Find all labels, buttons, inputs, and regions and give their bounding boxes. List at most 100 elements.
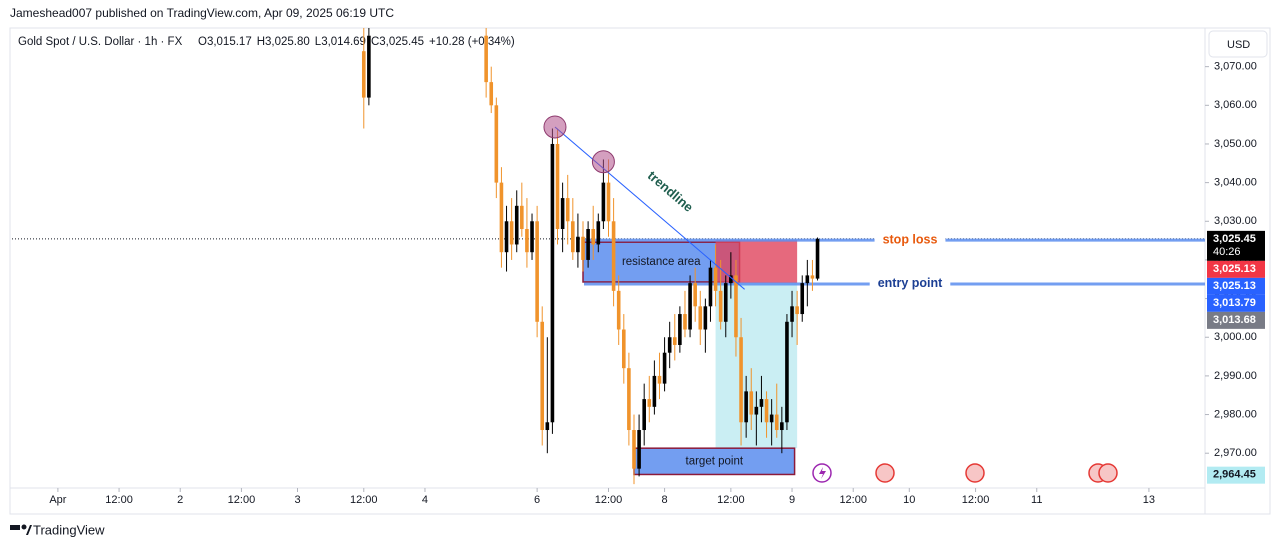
y-tick-label: 2,970.00 — [1214, 447, 1257, 459]
price-tag-label: 3,013.68 — [1213, 314, 1256, 326]
x-tick-label: 12:00 — [595, 494, 623, 506]
candle-body — [678, 314, 682, 345]
x-tick-label: Apr — [49, 494, 66, 506]
candle-body — [550, 143, 555, 423]
x-tick-label: 8 — [662, 494, 668, 506]
candle-body — [611, 221, 616, 291]
candle-body — [774, 414, 779, 431]
candle-body — [591, 229, 596, 245]
candle-body — [723, 283, 728, 322]
currency-button[interactable] — [1208, 30, 1268, 58]
candle-body — [642, 399, 646, 431]
candle-body — [361, 51, 366, 98]
legend-value: +10.28 (+0.34%) — [429, 36, 515, 48]
legend-value: C3,025.45 — [371, 36, 424, 48]
candle-body — [560, 198, 565, 230]
level-label-bg — [874, 233, 946, 248]
publisher: Jameshead007 published on TradingView.co… — [10, 6, 394, 20]
x-tick-label: 12:00 — [105, 494, 133, 506]
brand-logo — [10, 524, 32, 535]
candle-body — [693, 283, 697, 307]
x-tick-label: 12:00 — [839, 494, 867, 506]
zone — [715, 240, 798, 284]
candle-body — [499, 182, 504, 253]
candle-body — [545, 422, 550, 431]
y-tick-label: 3,030.00 — [1214, 215, 1257, 227]
candle-body — [734, 275, 738, 338]
candle-body — [698, 306, 703, 330]
candle-body — [790, 306, 794, 322]
candle-body — [749, 391, 754, 415]
candle-body — [764, 399, 769, 423]
candle-body — [683, 314, 687, 330]
y-tick-label: 3,050.00 — [1214, 138, 1257, 150]
y-tick-label: 3,040.00 — [1214, 177, 1257, 189]
price-tag-label: 3,025.13 — [1213, 263, 1256, 275]
x-tick-label: 2 — [177, 494, 183, 506]
trendline — [554, 126, 745, 290]
candle-body — [718, 290, 723, 322]
candle-body — [785, 321, 789, 423]
x-tick-label: 9 — [789, 494, 795, 506]
x-tick-label: 13 — [1143, 494, 1155, 506]
x-tick-label: 12:00 — [962, 494, 990, 506]
candle-body — [637, 430, 641, 469]
legend-value: H3,025.80 — [257, 36, 310, 48]
candle-body — [713, 267, 718, 291]
candle-body — [729, 275, 733, 284]
candle-body — [367, 35, 371, 98]
event-icons — [812, 463, 1118, 483]
candle-body — [627, 368, 631, 431]
level-label: stop loss — [883, 232, 938, 246]
zone-label: target point — [686, 455, 744, 467]
candle-body — [586, 229, 590, 260]
candle-body — [489, 82, 494, 106]
candle-body — [800, 283, 805, 315]
candle-body — [805, 275, 810, 284]
touch-point — [591, 150, 615, 174]
candle-body — [520, 205, 524, 230]
price-tag — [1207, 294, 1265, 312]
price-tag — [1207, 311, 1265, 329]
candle-body — [535, 221, 539, 322]
price-tag-label: 3,025.45 — [1213, 233, 1256, 245]
touch-point — [543, 115, 567, 139]
candle-body — [652, 375, 657, 407]
candle-body — [525, 229, 529, 253]
candle-body — [810, 275, 815, 279]
x-tick-label: 12:00 — [717, 494, 745, 506]
candle-body — [769, 414, 774, 423]
y-tick-label: 3,070.00 — [1214, 61, 1257, 73]
candle-body — [647, 399, 652, 407]
candle-body — [581, 236, 585, 260]
y-tick-label: 2,990.00 — [1214, 370, 1257, 382]
candle-body — [672, 337, 677, 345]
candle-body — [576, 236, 580, 253]
candle-body — [540, 321, 545, 431]
candle-body — [514, 205, 519, 245]
x-tick-label: 11 — [1031, 494, 1042, 506]
price-tag-label: 3,013.79 — [1213, 297, 1256, 309]
currency[interactable]: USD — [1227, 39, 1250, 51]
candle-body — [739, 337, 743, 423]
x-tick-label: 6 — [534, 494, 540, 506]
y-tick-label: 3,060.00 — [1214, 99, 1257, 111]
brand: TradingView — [33, 522, 105, 537]
x-tick-label: 10 — [903, 494, 915, 506]
candle-body — [509, 221, 514, 245]
candle-body — [815, 238, 820, 279]
candle-body — [606, 182, 611, 222]
candle-body — [662, 352, 667, 384]
zone — [633, 447, 796, 476]
candle-body — [494, 105, 499, 183]
price-tag — [1207, 277, 1265, 295]
candle-body — [530, 221, 534, 253]
trendline-label: trendline — [645, 168, 696, 215]
candle-body — [754, 406, 759, 415]
candle-body — [708, 267, 713, 307]
price-tag-label: 3,025.13 — [1213, 280, 1256, 292]
candle-body — [744, 391, 748, 423]
candle-body — [632, 430, 636, 469]
chart-frame — [9, 27, 1271, 515]
candle-body — [795, 306, 799, 315]
